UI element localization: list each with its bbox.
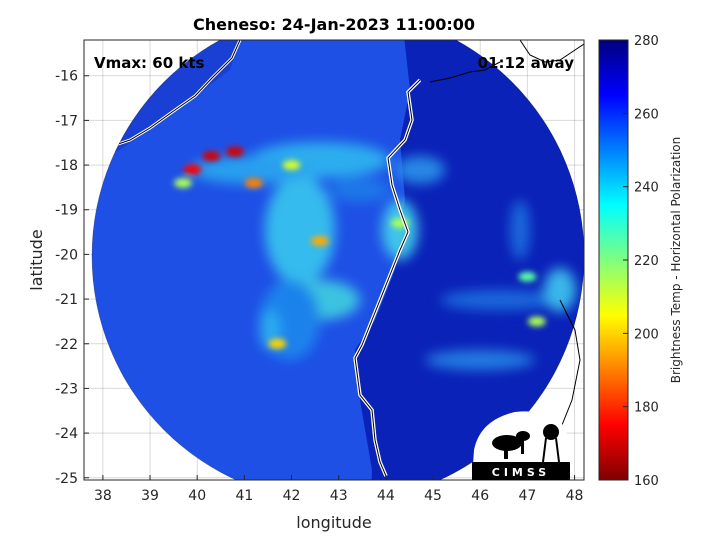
x-tick-label: 48 (566, 488, 584, 504)
colorbar-tick-label: 200 (634, 327, 659, 342)
colorbar-label: Brightness Temp - Horizontal Polarizatio… (669, 137, 683, 384)
y-tick-label: -24 (55, 426, 78, 442)
warm-feature (282, 160, 301, 171)
y-tick-label: -23 (55, 381, 78, 397)
y-tick-label: -19 (55, 203, 78, 219)
x-tick-label: 47 (518, 488, 536, 504)
y-axis-ticks: -16 -17 -18 -19 -20 -21 -22 -23 -24 -25 (55, 69, 89, 487)
x-tick-label: 46 (471, 488, 489, 504)
x-axis-label: longitude (296, 513, 371, 532)
warm-feature (174, 177, 193, 188)
x-axis-ticks: 38 39 40 41 42 43 44 45 46 47 48 (94, 475, 584, 504)
x-tick-label: 39 (141, 488, 159, 504)
microwave-swath (91, 40, 584, 480)
x-tick-label: 40 (188, 488, 206, 504)
colorbar-tick-label: 240 (634, 181, 659, 196)
x-tick-label: 45 (424, 488, 442, 504)
warm-feature (225, 146, 244, 157)
y-tick-label: -21 (55, 292, 78, 308)
x-tick-label: 38 (94, 488, 112, 504)
y-tick-label: -16 (55, 69, 78, 85)
warm-feature (268, 338, 287, 349)
x-tick-label: 43 (330, 488, 348, 504)
y-tick-label: -22 (55, 337, 78, 353)
axes-frame (83, 39, 585, 481)
y-tick-label: -20 (55, 247, 78, 263)
warm-feature (202, 151, 221, 162)
colorbar-tick-label: 180 (634, 401, 659, 416)
y-axis-label: latitude (27, 229, 46, 290)
chart-title: Cheneso: 24-Jan-2023 11:00:00 (193, 15, 475, 34)
y-tick-label: -25 (55, 471, 78, 487)
cimss-logo: CIMSS (472, 411, 570, 480)
vmax-annotation: Vmax: 60 kts (94, 54, 204, 72)
colorbar-ticks: 160 180 200 220 240 260 280 (623, 34, 659, 489)
colorbar-tick-label: 160 (634, 474, 659, 489)
y-tick-label: -18 (55, 158, 78, 174)
warm-feature (527, 316, 546, 327)
x-tick-label: 41 (235, 488, 253, 504)
x-tick-label: 44 (377, 488, 395, 504)
warm-feature (310, 236, 329, 247)
colorbar-tick-label: 280 (634, 34, 659, 49)
cimss-logo-text: CIMSS (492, 466, 550, 479)
warm-feature (244, 177, 263, 188)
colorbar-tick-label: 220 (634, 254, 659, 269)
colorbar-tick-label: 260 (634, 107, 659, 122)
warm-feature (518, 271, 537, 282)
warm-feature (183, 164, 202, 175)
y-tick-label: -17 (55, 113, 78, 129)
time-away-annotation: 01:12 away (478, 54, 575, 72)
x-tick-label: 42 (283, 488, 301, 504)
